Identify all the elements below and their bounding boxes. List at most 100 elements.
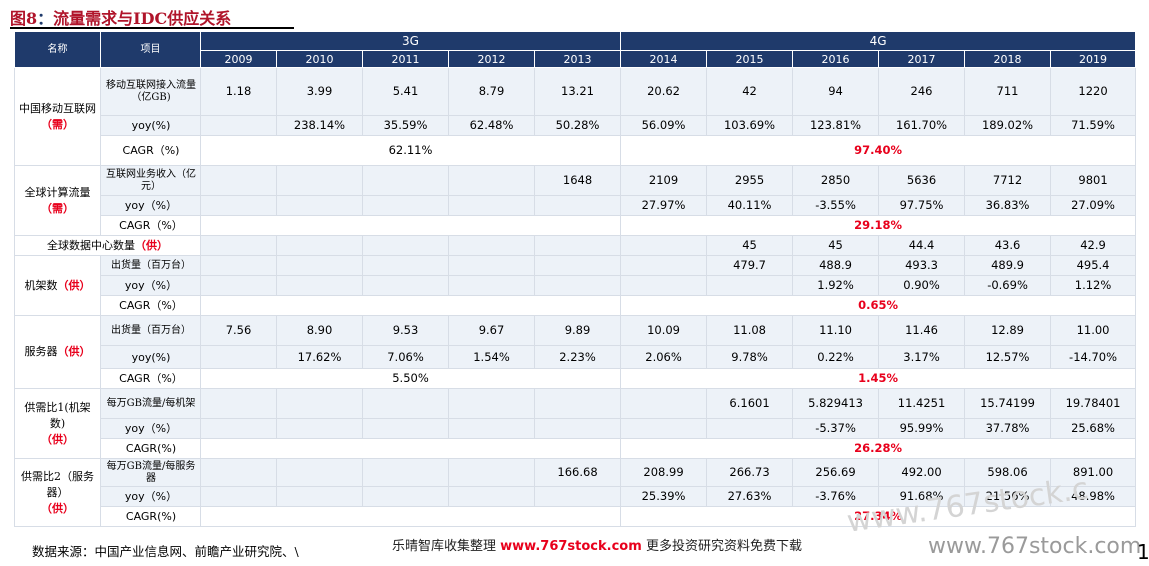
table-row: 全球计算流量 （需） 互联网业务收入（亿元） 1648 2109 2955 285… [14,165,1137,236]
cell: 495.4 [1050,255,1137,276]
year-2013: 2013 [533,50,622,68]
table-row: CAGR（%） 5.50% 1.45% [15,368,1137,389]
cell [362,235,449,256]
cell: 488.9 [792,255,880,276]
cell: 27.63% [706,486,794,507]
cell [533,275,622,296]
row-name-rack: 机架数（供） [14,255,101,316]
cell: 1.18 [200,67,277,116]
row-item: CAGR(%) [100,506,201,527]
cell [200,195,277,216]
cell: 25.68% [1050,418,1137,439]
table-row: CAGR(%) 26.28% [15,438,1137,459]
cell: 13.21 [533,67,622,116]
cell: 5.41 [362,67,449,116]
cell: 9.67 [448,315,535,346]
cell: -14.70% [1050,345,1137,369]
cell: 5636 [878,165,966,196]
cell: 208.99 [620,458,708,487]
cell [200,418,277,439]
cagr-4g: 26.28% [620,438,1137,459]
cell: -5.37% [792,418,880,439]
row-name-ratio2: 供需比2（服务器） （供） [14,458,101,527]
cell: 15.74199 [964,388,1052,419]
cell: 266.73 [706,458,794,487]
cell [362,195,449,216]
table-row: 中国移动互联网 （需） 移动互联网接入流量（亿GB) 1.18 3.99 5.41… [14,67,1137,166]
table-row: 供需比1(机架数) （供） 每万GB流量/每机架 6.1601 5.829413 … [14,388,1137,459]
cell [362,486,449,507]
cell [448,195,535,216]
cell [362,275,449,296]
cell: 711 [964,67,1052,116]
cell [200,275,277,296]
cell [200,115,277,136]
cell: 71.59% [1050,115,1137,136]
header-3g: 3G [199,31,622,51]
cell: 9801 [1050,165,1137,196]
cell: 6.1601 [706,388,794,419]
cell: 40.11% [706,195,794,216]
cell: 94 [792,67,880,116]
table-row: CAGR（%） 0.65% [15,295,1137,316]
cagr-3g [199,295,622,316]
cell [533,388,622,419]
cell: 45 [706,235,794,256]
cell: 103.69% [706,115,794,136]
data-table: 名称 项目 3G 4G 2009 2010 2011 2012 2013 201… [14,31,1137,527]
cell [620,235,708,256]
cell: 12.89 [964,315,1052,346]
cell: 238.14% [276,115,363,136]
table-row: yoy（%） 1.92% 0.90% -0.69% 1.12% [15,275,1137,296]
watermark-banner [384,531,862,558]
cell [200,235,277,256]
row-name-global: 全球计算流量 （需） [14,165,101,236]
cell: 3.99 [276,67,363,116]
cell [533,255,622,276]
cell [362,255,449,276]
table-row: 全球数据中心数量（供） 45 45 44.4 43.6 42.9 [14,235,1137,256]
cell [620,255,708,276]
figure-number: 图8 [10,9,38,28]
cell: 161.70% [878,115,966,136]
cell [362,458,449,487]
year-2017: 2017 [878,50,966,68]
row-item: 出货量（百万台） [100,315,201,346]
cell [706,275,794,296]
table-row: yoy（%） 25.39% 27.63% -3.76% 91.68% 21.56… [15,486,1137,507]
cell [362,165,449,196]
cell [448,165,535,196]
cell: 17.62% [276,345,363,369]
cell [200,165,277,196]
cell [448,275,535,296]
row-item: 移动互联网接入流量（亿GB) [100,67,201,116]
cagr-4g: 0.65% [620,295,1137,316]
cell: 9.53 [362,315,449,346]
year-2012: 2012 [448,50,535,68]
cell [200,458,277,487]
cell: 11.10 [792,315,880,346]
cell [200,486,277,507]
cell [200,255,277,276]
year-2018: 2018 [964,50,1052,68]
cell [533,418,622,439]
cell: 1.12% [1050,275,1137,296]
cell [448,458,535,487]
table-row: yoy(%) 238.14% 35.59% 62.48% 50.28% 56.0… [15,115,1137,136]
row-item: yoy（%） [100,275,201,296]
cagr-3g [199,215,622,236]
row-item: CAGR（%） [100,295,201,316]
row-item: CAGR（%） [100,368,201,389]
header-name: 名称 [14,31,101,68]
table-row: 机架数（供） 出货量（百万台） 479.7 488.9 493.3 489.9 … [14,255,1137,316]
cell: 27.97% [620,195,708,216]
cell: 2.23% [533,345,622,369]
cell: 44.4 [878,235,966,256]
row-name-dc: 全球数据中心数量（供） [14,235,201,256]
figure-title: 图8：流量需求与IDC供应关系 [10,5,231,29]
year-2011: 2011 [362,50,449,68]
cagr-4g: 27.34% [620,506,1137,527]
cell [448,486,535,507]
cell: 56.09% [620,115,708,136]
source-note: 数据来源：中国产业信息网、前瞻产业研究院、\ [32,544,299,559]
